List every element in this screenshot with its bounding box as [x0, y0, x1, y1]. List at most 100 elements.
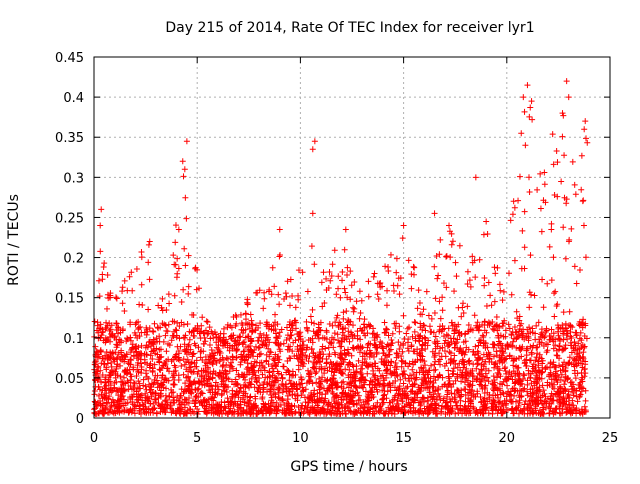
data-point [452, 340, 459, 347]
data-point [94, 368, 101, 375]
data-point [422, 340, 429, 347]
data-point [513, 308, 520, 315]
data-point [394, 282, 401, 289]
data-point [180, 173, 187, 180]
data-point [348, 282, 355, 289]
data-point [451, 288, 458, 295]
data-point [364, 330, 371, 337]
data-point [196, 330, 203, 337]
data-point [124, 370, 131, 377]
data-point [223, 375, 230, 382]
data-point [263, 351, 270, 358]
data-point [523, 363, 530, 370]
data-point [431, 396, 438, 403]
data-point [387, 251, 394, 258]
data-point [312, 332, 319, 339]
data-point [103, 405, 110, 412]
data-point [552, 288, 559, 295]
data-point [367, 322, 374, 329]
data-point [537, 205, 544, 212]
data-point [210, 397, 217, 404]
data-point [556, 362, 563, 369]
data-point [134, 399, 141, 406]
data-point [128, 347, 135, 354]
data-point [193, 357, 200, 364]
data-point [304, 327, 311, 334]
data-point [504, 342, 511, 349]
data-point [319, 355, 326, 362]
data-point [248, 321, 255, 328]
data-point [208, 402, 215, 409]
x-tick-label: 15 [395, 431, 412, 446]
data-point [339, 268, 346, 275]
data-point [389, 340, 396, 347]
data-point [106, 320, 113, 327]
data-point [446, 380, 453, 387]
data-point [378, 406, 385, 413]
data-point [435, 272, 442, 279]
data-point [178, 299, 185, 306]
data-point [444, 405, 451, 412]
data-point [465, 389, 472, 396]
data-point [360, 410, 367, 417]
data-point [280, 340, 287, 347]
data-point [427, 378, 434, 385]
data-point [351, 279, 358, 286]
data-point [311, 138, 318, 145]
data-point [157, 367, 164, 374]
data-point [184, 374, 191, 381]
data-point [518, 130, 525, 137]
data-point [246, 397, 253, 404]
data-point [233, 367, 240, 374]
data-point [243, 410, 250, 417]
data-point [293, 352, 300, 359]
data-point [582, 407, 589, 414]
data-point [191, 378, 198, 385]
data-point [325, 399, 332, 406]
data-point [409, 366, 416, 373]
data-point [561, 381, 568, 388]
data-point [261, 295, 268, 302]
data-point [346, 338, 353, 345]
data-point [218, 410, 225, 417]
data-point [108, 359, 115, 366]
data-point [397, 376, 404, 383]
data-point [515, 410, 522, 417]
data-point [252, 404, 259, 411]
data-point [421, 334, 428, 341]
data-point [578, 152, 585, 159]
data-point [426, 367, 433, 374]
data-point [114, 387, 121, 394]
data-point [431, 310, 438, 317]
data-point [241, 338, 248, 345]
data-point [185, 283, 192, 290]
data-point [513, 363, 520, 370]
data-point [159, 362, 166, 369]
data-point [276, 356, 283, 363]
data-point [552, 370, 559, 377]
data-point [396, 323, 403, 330]
data-point [248, 375, 255, 382]
data-point [424, 403, 431, 410]
data-point [499, 409, 506, 416]
data-point [541, 334, 548, 341]
data-point [204, 331, 211, 338]
data-point [198, 389, 205, 396]
data-point [331, 247, 338, 254]
data-point [460, 364, 467, 371]
data-point [571, 263, 578, 270]
data-point [484, 230, 491, 237]
data-point [154, 324, 161, 331]
data-point [150, 345, 157, 352]
data-point [516, 317, 523, 324]
data-point [582, 358, 589, 365]
data-point [416, 299, 423, 306]
data-point [486, 355, 493, 362]
data-point [172, 222, 179, 229]
data-point [356, 349, 363, 356]
data-point [329, 334, 335, 341]
data-point [295, 366, 302, 373]
data-point [549, 393, 556, 400]
data-point [206, 383, 213, 390]
data-point [170, 380, 177, 387]
